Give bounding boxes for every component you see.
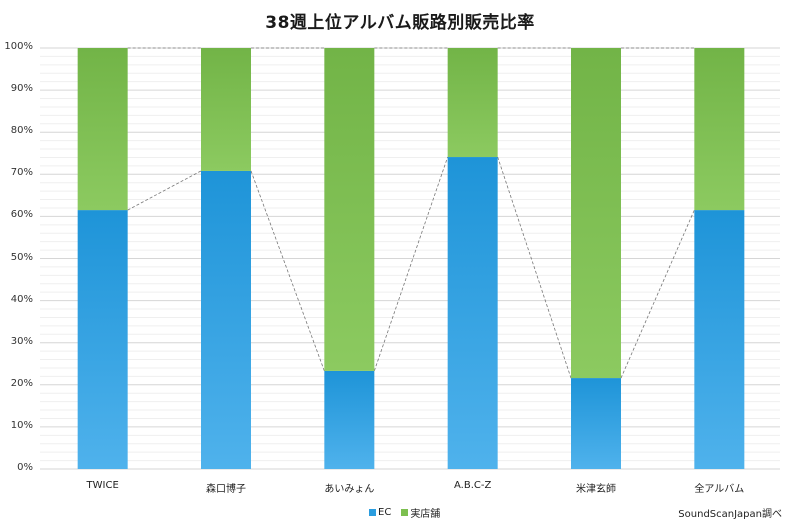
series-connector: [127, 170, 202, 211]
x-tick-label: 全アルバム: [694, 484, 745, 495]
legend-swatch-store: [401, 509, 409, 516]
bar-segment-store: [694, 48, 745, 211]
y-tick-label: 30%: [10, 335, 33, 347]
legend-item-store: 実店舗: [401, 505, 440, 520]
y-tick-label: 10%: [10, 419, 33, 431]
series-connector-lines: [127, 47, 695, 379]
x-tick-label: 米津玄師: [576, 484, 616, 495]
legend-item-ec: EC: [369, 507, 391, 518]
series-connector: [373, 156, 449, 372]
series-connector: [497, 156, 572, 379]
y-tick-label: 80%: [10, 125, 33, 137]
bar-segment-store: [77, 48, 128, 211]
bar-segment-ec: [694, 210, 745, 469]
series-connector: [620, 209, 695, 379]
legend-label-store: 実店舗: [410, 509, 441, 520]
bars: [77, 48, 745, 469]
bar-segment-ec: [77, 210, 128, 469]
bar-segment-ec: [201, 170, 251, 469]
legend: EC 実店舗: [369, 505, 446, 520]
y-tick-label: 20%: [10, 377, 33, 389]
chart-title: 38週上位アルバム販路別販売比率: [265, 13, 535, 33]
legend-label-ec: EC: [378, 507, 392, 518]
bar-segment-store: [201, 48, 251, 171]
bar-segment-ec: [447, 157, 498, 469]
y-tick-label: 0%: [17, 462, 33, 473]
x-tick-label: A.B.C-Z: [453, 480, 492, 491]
y-tick-label: 100%: [4, 41, 33, 52]
gridlines: [40, 47, 780, 470]
x-tick-label: あいみょん: [324, 484, 375, 495]
bar-segment-ec: [571, 378, 621, 469]
y-tick-label: 40%: [10, 293, 33, 305]
y-tick-label: 70%: [10, 167, 33, 179]
x-tick-label: 森口博子: [206, 484, 246, 495]
y-tick-label: 60%: [10, 209, 33, 221]
bar-segment-store: [447, 48, 498, 158]
y-tick-label: 50%: [10, 251, 33, 263]
legend-swatch-ec: [369, 509, 376, 516]
bar-segment-ec: [324, 370, 375, 469]
x-tick-label: TWICE: [86, 480, 119, 491]
bar-segment-store: [571, 48, 621, 379]
y-tick-label: 90%: [10, 83, 33, 95]
bar-segment-store: [324, 48, 375, 371]
series-connector: [250, 170, 325, 372]
source-note: SoundScanJapan調べ: [678, 509, 782, 520]
